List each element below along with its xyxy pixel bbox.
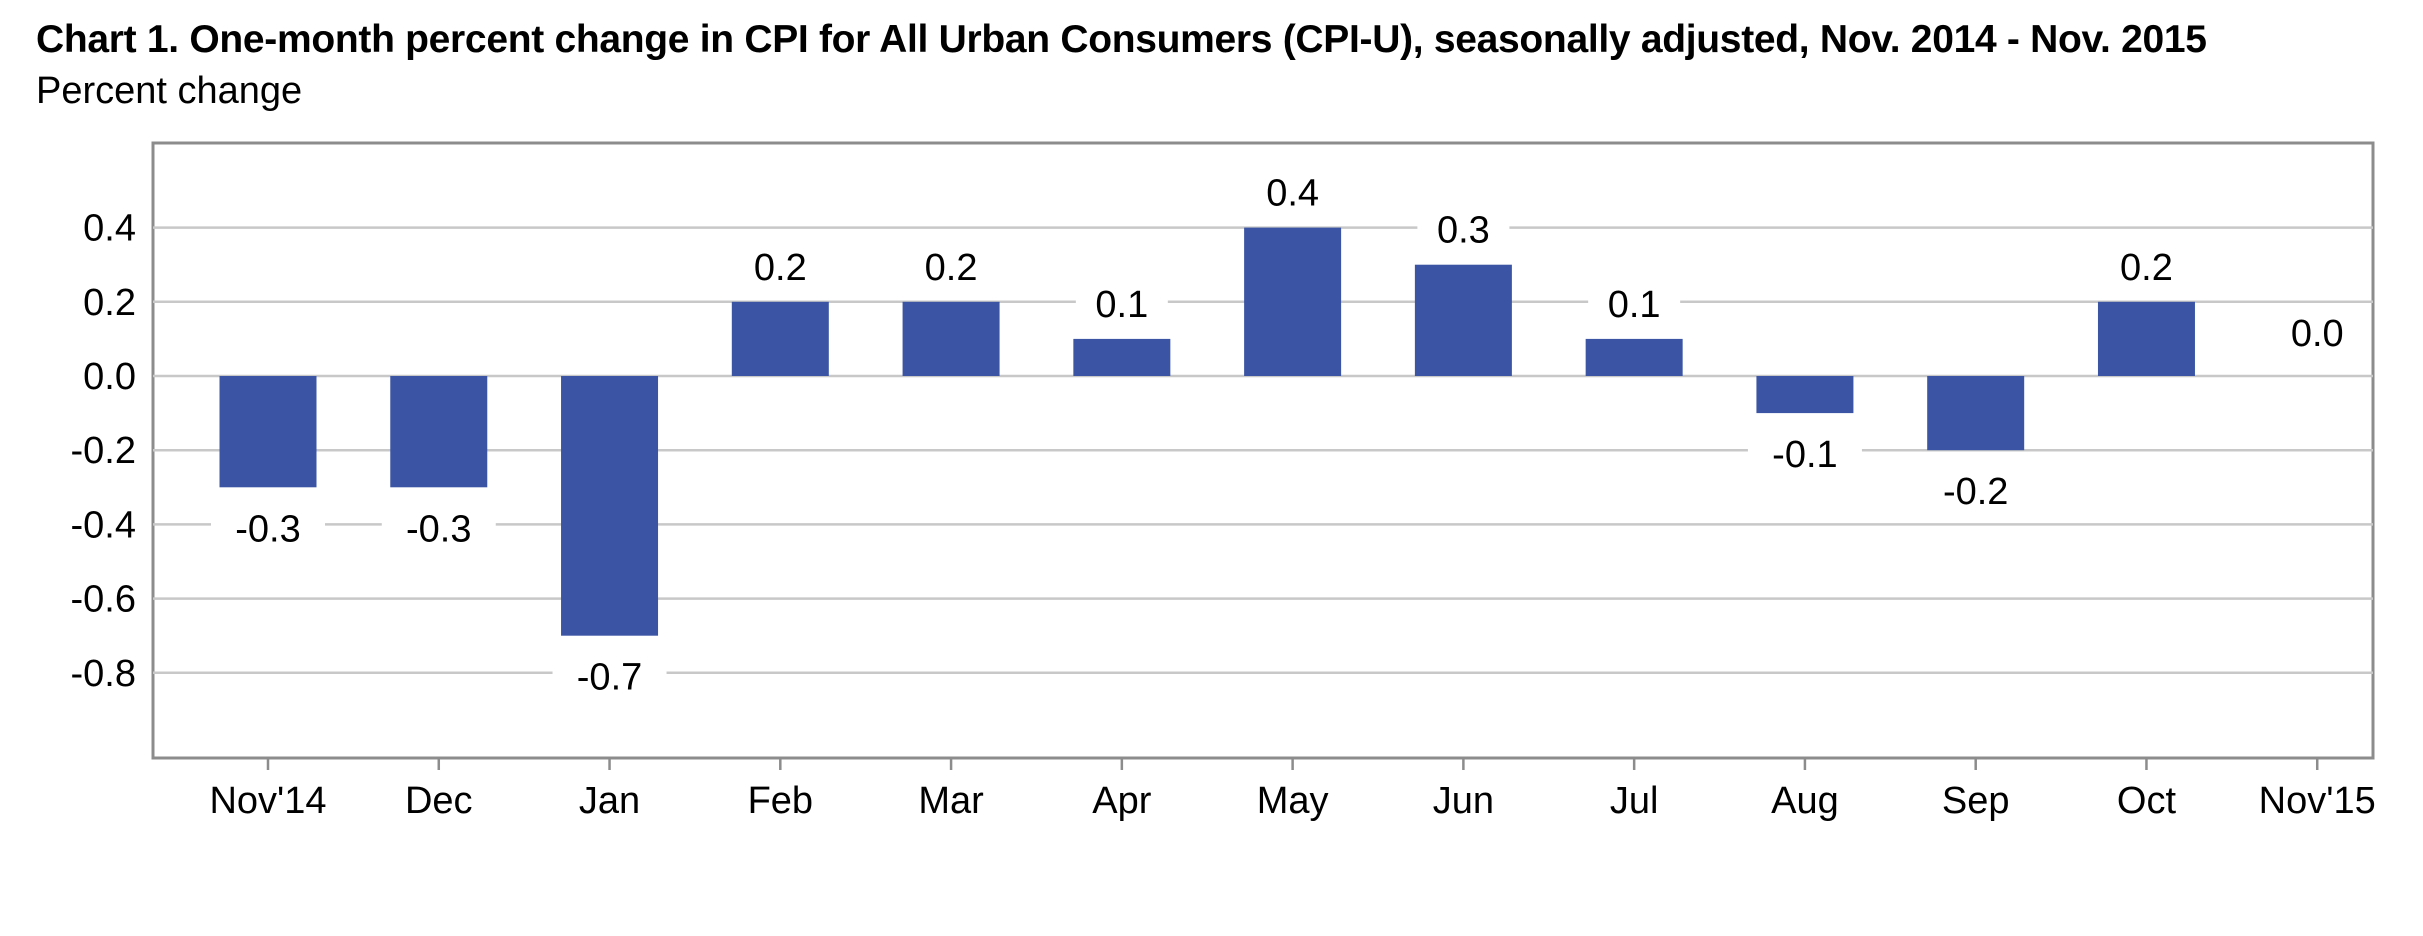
data-label: -0.3 bbox=[406, 508, 471, 550]
data-labels: -0.3 -0.3 -0.7 0.2 0.2 0.1 0.4 0.3 0.1 -0.1 -0.2 0.… bbox=[211, 170, 2364, 701]
x-tick-label: Jan bbox=[579, 780, 640, 822]
x-tick-label: Oct bbox=[2117, 780, 2177, 822]
data-label-bg bbox=[381, 506, 496, 553]
data-label-bg bbox=[2271, 311, 2364, 357]
bar-aug bbox=[1756, 376, 1854, 414]
data-label: 0.2 bbox=[754, 247, 807, 289]
data-label: 0.3 bbox=[1437, 210, 1490, 252]
x-tick-label: May bbox=[1257, 780, 1329, 822]
y-tick-label: 0.2 bbox=[83, 282, 136, 324]
data-label-bg bbox=[1417, 207, 1510, 254]
data-label-bg bbox=[1918, 469, 2033, 516]
x-tick-label: Feb bbox=[748, 780, 813, 822]
y-tick-label: 0.4 bbox=[83, 208, 136, 250]
data-label-bg bbox=[1075, 281, 1168, 328]
data-label-bg bbox=[2100, 244, 2193, 291]
x-tick-label: Jun bbox=[1433, 780, 1494, 822]
data-label: -0.2 bbox=[1943, 471, 2008, 513]
x-tick-label: Sep bbox=[1942, 780, 2010, 822]
data-label: -0.7 bbox=[577, 657, 642, 699]
data-label-bg bbox=[734, 244, 827, 291]
bar-jul bbox=[1585, 338, 1683, 376]
bar-jan bbox=[561, 376, 659, 636]
bar-dec bbox=[390, 376, 488, 488]
data-label-bg bbox=[1246, 170, 1339, 217]
x-tick-label: Apr bbox=[1092, 780, 1151, 822]
data-label: 0.1 bbox=[1095, 284, 1148, 326]
data-label: -0.3 bbox=[235, 508, 300, 550]
x-tick-label: Aug bbox=[1771, 780, 1839, 822]
bar-apr bbox=[1073, 338, 1171, 376]
data-label: -0.1 bbox=[1772, 434, 1837, 476]
axes: 0.4 0.2 0.0 -0.2 -0.4 -0.6 -0.8 Nov'14 Dec Jan Feb… bbox=[71, 208, 2376, 822]
x-tick-label: Mar bbox=[918, 780, 984, 822]
y-axis-unit-label: Percent change bbox=[36, 70, 303, 112]
data-label: 0.1 bbox=[1608, 284, 1661, 326]
data-label: 0.2 bbox=[925, 247, 978, 289]
bar-sep bbox=[1927, 376, 2025, 451]
bar-oct bbox=[2097, 301, 2195, 376]
x-tick-label: Dec bbox=[405, 780, 473, 822]
chart-title: Chart 1. One-month percent change in CPI… bbox=[36, 18, 2207, 61]
data-label-bg bbox=[905, 244, 998, 291]
data-label-bg bbox=[1747, 432, 1862, 479]
bar-feb bbox=[731, 301, 829, 376]
bar-may bbox=[1244, 227, 1342, 376]
x-tick-label: Nov'15 bbox=[2259, 780, 2376, 822]
y-tick-label: -0.6 bbox=[71, 579, 136, 621]
y-tick-label: -0.4 bbox=[71, 504, 136, 546]
x-tick-label: Jul bbox=[1610, 780, 1659, 822]
x-tick-label: Nov'14 bbox=[209, 780, 326, 822]
data-label-bg bbox=[211, 506, 325, 553]
bar-nov14 bbox=[219, 376, 317, 488]
bar-jun bbox=[1414, 264, 1512, 376]
data-label-bg bbox=[552, 654, 667, 701]
y-tick-label: -0.2 bbox=[71, 430, 136, 472]
y-tick-label: -0.8 bbox=[71, 653, 136, 695]
data-label-bg bbox=[1588, 281, 1681, 328]
data-label: 0.4 bbox=[1266, 173, 1319, 215]
data-label: 0.2 bbox=[2120, 247, 2173, 289]
y-tick-label: 0.0 bbox=[83, 356, 136, 398]
bars bbox=[219, 227, 2195, 636]
bar-mar bbox=[902, 301, 1000, 376]
data-label: 0.0 bbox=[2291, 313, 2344, 355]
